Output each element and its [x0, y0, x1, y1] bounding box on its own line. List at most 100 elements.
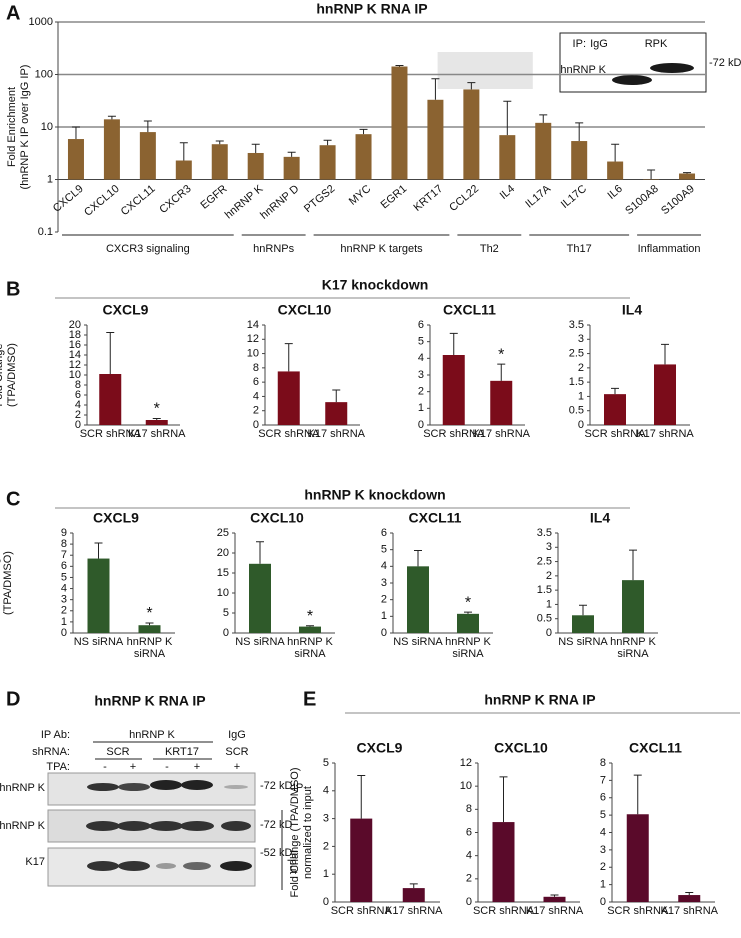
y-tick-label: 2 — [418, 386, 424, 398]
bar — [277, 371, 300, 425]
error-bar — [106, 332, 115, 374]
bar — [249, 563, 271, 633]
y-tick-label: 2.5 — [569, 347, 584, 359]
y-tick-label: 4 — [381, 560, 387, 572]
x-tick-label-box: K17 shRNA — [526, 905, 583, 917]
error-bar — [256, 541, 264, 564]
x-tick-label-box: NS siRNA — [558, 636, 608, 648]
bar — [543, 896, 566, 902]
x-tick-label: CXCL11 — [119, 183, 158, 218]
blot-label: + — [234, 761, 240, 773]
significance-label: * — [465, 594, 471, 611]
x-tick-label-box: SCR shRNA — [584, 428, 645, 440]
bar — [87, 558, 110, 633]
blot-label: shRNA: — [32, 746, 70, 758]
y-tick-label: 2 — [323, 840, 329, 852]
x-tick-label-box: K17 shRNA — [636, 428, 693, 440]
bar — [99, 374, 122, 425]
error-bar — [143, 120, 152, 133]
y-tick-label: 2 — [600, 861, 606, 873]
error-bar — [683, 172, 692, 174]
error-bar — [332, 389, 341, 403]
bar — [350, 818, 373, 902]
bar — [442, 355, 465, 425]
bar — [490, 380, 513, 425]
bar — [499, 135, 516, 180]
y-tick-label: 1 — [323, 868, 329, 880]
y-tick-label: 0 — [75, 419, 81, 431]
panel-letter: E — [303, 688, 316, 710]
bar — [103, 119, 120, 180]
y-tick-label: 14 — [247, 319, 259, 331]
x-tick-label: K17 shRNA — [660, 905, 718, 917]
y-tick-label: 6 — [418, 319, 424, 331]
bar — [299, 626, 321, 633]
y-axis-label: Fold Change — [0, 552, 1, 615]
x-tick-label-box: K17 shRNA — [385, 905, 442, 917]
x-tick-label: IL6 — [606, 183, 625, 202]
y-tick-label: 2 — [578, 362, 584, 374]
chart-title: IL4 — [622, 302, 642, 318]
y-tick-label: 10 — [41, 121, 53, 133]
inset-label: IgG — [590, 38, 608, 50]
chart-title: CXCL10 — [494, 740, 548, 756]
x-tick-label-box: SCR shRNA — [330, 905, 392, 917]
y-tick-label: 5 — [61, 571, 67, 583]
x-tick-label: SCR shRNA — [79, 428, 141, 440]
bar — [391, 66, 408, 180]
blot-label: KRT17 — [165, 746, 199, 758]
y-tick-label: 4 — [75, 399, 81, 411]
y-tick-label: 25 — [217, 527, 229, 539]
y-tick-label: 20 — [69, 319, 81, 331]
y-axis-label: normalized to input — [302, 786, 314, 879]
y-tick-label: 1000 — [29, 16, 53, 28]
y-tick-label: 12 — [460, 757, 472, 769]
x-tick-label: CXCL10 — [82, 183, 122, 219]
y-tick-label: 0.1 — [38, 226, 53, 238]
error-bar — [647, 169, 656, 180]
bar — [355, 134, 372, 180]
x-tick-label: NS siRNA — [73, 636, 124, 648]
bar — [247, 152, 264, 180]
y-tick-label: 5 — [418, 336, 424, 348]
significance-label: * — [146, 605, 152, 622]
y-tick-label: 6 — [61, 560, 67, 572]
y-tick-label: 3 — [600, 844, 606, 856]
y-tick-label: 18 — [69, 329, 81, 341]
y-tick-label: 0 — [223, 627, 229, 639]
bar — [492, 822, 515, 902]
x-tick-label-box: NS siRNA — [73, 636, 124, 648]
blot-label: + — [130, 761, 136, 773]
blot-image — [47, 772, 256, 887]
y-tick-label: 10 — [460, 780, 472, 792]
y-tick-label: 10 — [247, 347, 259, 359]
x-tick-label: NS siRNA — [235, 636, 285, 648]
y-tick-label: 2 — [253, 405, 259, 417]
group-label: Th2 — [480, 243, 499, 255]
x-tick-label: SCR shRNA — [330, 905, 392, 917]
y-tick-label: 7 — [61, 549, 67, 561]
inset-label: -72 kD — [709, 57, 741, 69]
bar — [211, 144, 228, 180]
chart-title: CXCL9 — [93, 510, 139, 526]
error-bar — [359, 128, 368, 135]
x-tick-label-box: hnRNP K siRNA — [287, 636, 333, 660]
section-title: K17 knockdown — [322, 277, 429, 293]
error-bar — [611, 387, 619, 395]
bar — [175, 160, 192, 180]
blot-label: IP Ab: — [41, 729, 70, 741]
chart-title: CXCL10 — [278, 302, 332, 318]
y-tick-label: 3 — [546, 541, 552, 553]
blot-row-label: hnRNP K — [0, 782, 46, 794]
blot-row-label: K17 — [25, 856, 45, 868]
error-bar — [251, 143, 260, 153]
y-tick-label: 7 — [600, 774, 606, 786]
bar — [325, 402, 348, 425]
x-tick-label: CXCR3 — [157, 183, 193, 216]
panel-letter: A — [6, 2, 20, 24]
bar — [67, 139, 84, 180]
y-tick-label: 4 — [323, 785, 329, 797]
y-tick-label: 6 — [381, 527, 387, 539]
significance-label: * — [307, 608, 313, 625]
y-axis-label: (TPA/DMSO) — [2, 551, 14, 615]
